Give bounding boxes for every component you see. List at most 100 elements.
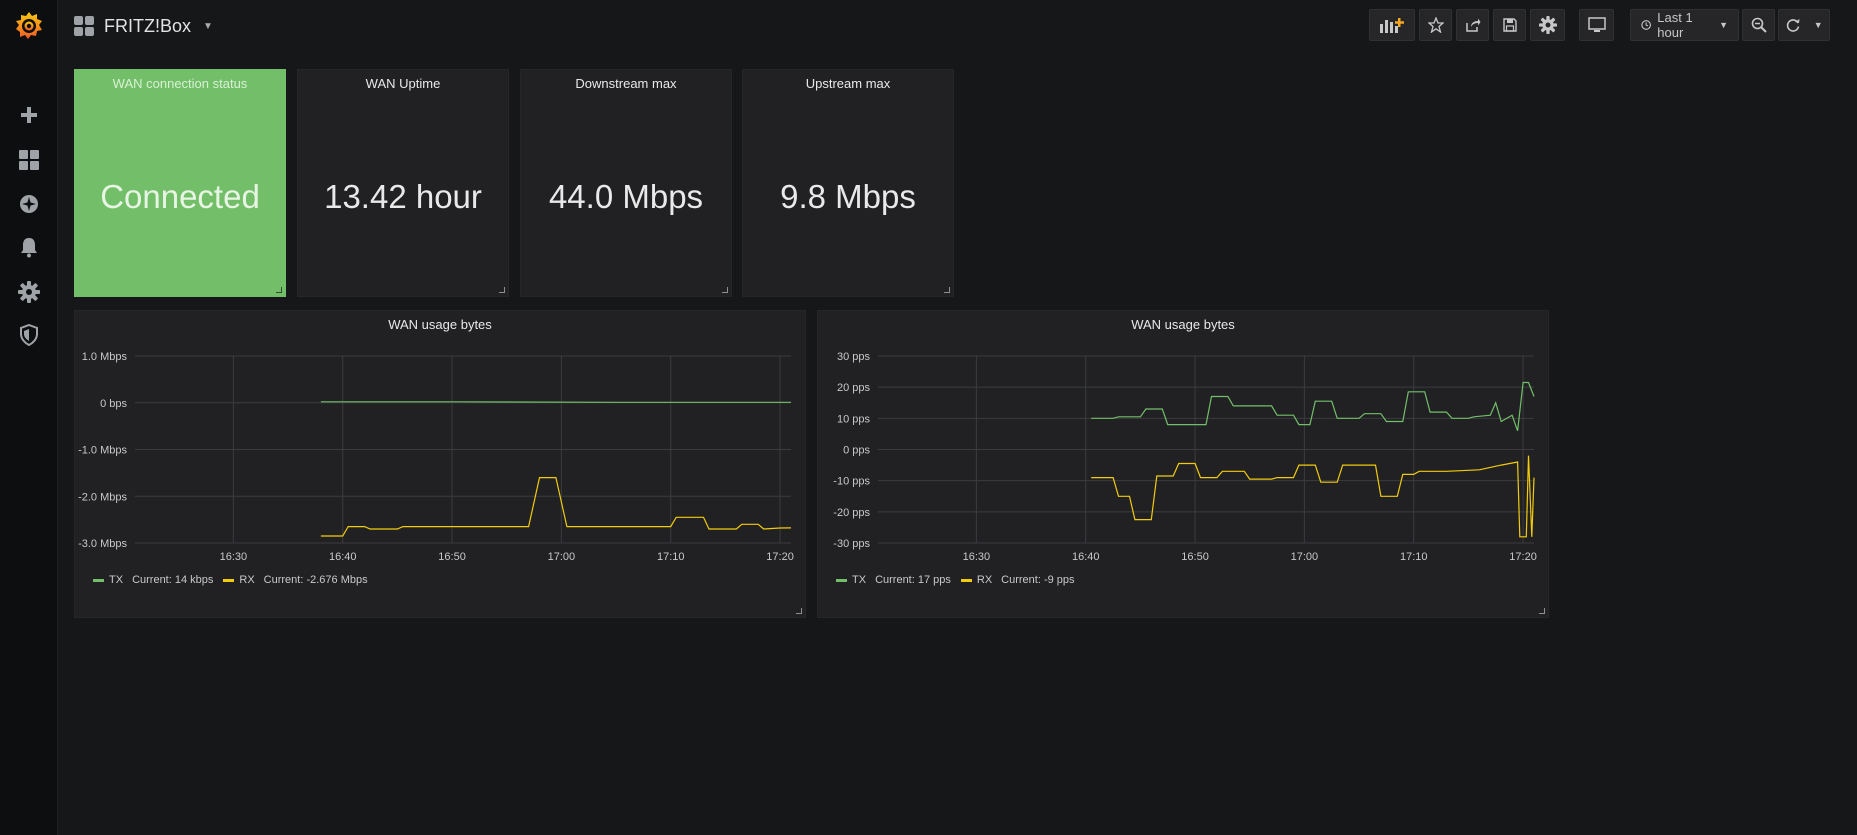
panel-title[interactable]: Downstream max (575, 76, 677, 91)
legend-series-name: TX (852, 574, 867, 586)
panel-title[interactable]: WAN connection status (112, 76, 248, 91)
graph-legend: TX Current: 17 pps RX Current: -9 pps (836, 574, 1075, 586)
share-dashboard-button[interactable] (1456, 9, 1489, 41)
legend-item-rx[interactable]: RX Current: -2.676 Mbps (223, 574, 368, 586)
x-tick-label: 16:30 (963, 551, 991, 561)
settings-gear-icon (1538, 16, 1557, 34)
tv-mode-button[interactable] (1579, 9, 1614, 41)
save-dashboard-button[interactable] (1493, 9, 1526, 41)
legend-swatch (960, 578, 972, 582)
x-tick-label: 16:50 (1181, 551, 1209, 561)
stat-value: 9.8 Mbps (780, 178, 916, 215)
dashboard-title-picker[interactable]: FRITZ!Box ▼ (74, 13, 213, 39)
x-tick-label: 17:10 (657, 551, 685, 561)
refresh-interval-caret-icon[interactable]: ▼ (1813, 20, 1823, 30)
y-tick-label: 10 pps (837, 413, 871, 425)
legend-swatch (223, 578, 235, 582)
stat-panel-downstream-max[interactable]: Downstream max 44.0 Mbps (520, 69, 732, 297)
caret-down-icon: ▼ (203, 20, 213, 32)
grafana-logo-icon[interactable] (11, 8, 47, 44)
graph-canvas[interactable]: 30 pps 20 pps 10 pps 0 pps -10 pps -20 pps -30… (818, 311, 1550, 561)
legend-series-name: RX (239, 574, 255, 586)
series-line-rx (320, 477, 792, 537)
legend-series-name: RX (976, 574, 993, 586)
y-tick-label: -3.0 Mbps (78, 538, 127, 550)
stat-value: 13.42 hour (324, 178, 482, 215)
stat-panel-wan-uptime[interactable]: WAN Uptime 13.42 hour (297, 69, 509, 297)
legend-item-tx[interactable]: TX Current: 14 kbps (93, 574, 213, 586)
x-tick-label: 17:20 (766, 551, 794, 561)
stat-panel-wan-status[interactable]: WAN connection status Connected (74, 69, 286, 297)
add-panel-button[interactable] (1369, 9, 1415, 41)
panel-title[interactable]: WAN Uptime (365, 76, 441, 91)
graph-canvas[interactable]: 1.0 Mbps 0 bps -1.0 Mbps -2.0 Mbps -3.0 Mbps… (75, 311, 807, 561)
share-icon (1465, 18, 1480, 32)
y-tick-label: -2.0 Mbps (78, 491, 127, 503)
y-tick-label: -10 pps (833, 476, 870, 488)
save-icon (1502, 18, 1517, 32)
panel-title[interactable]: WAN usage bytes (388, 317, 492, 332)
stat-panel-upstream-max[interactable]: Upstream max 9.8 Mbps (742, 69, 954, 297)
legend-current-value: Current: -9 pps (1001, 574, 1075, 586)
x-tick-label: 16:40 (1072, 551, 1100, 561)
legend-current-value: Current: 17 pps (875, 574, 951, 586)
zoom-out-icon (1751, 17, 1767, 33)
y-tick-label: 30 pps (837, 351, 871, 363)
legend-swatch (836, 578, 847, 582)
resize-handle-icon[interactable] (944, 287, 950, 293)
star-icon (1427, 17, 1444, 33)
legend-item-tx[interactable]: TX Current: 17 pps (836, 574, 951, 586)
legend-current-value: Current: -2.676 Mbps (263, 574, 368, 586)
resize-handle-icon[interactable] (276, 287, 282, 293)
create-plus-icon[interactable] (0, 97, 58, 133)
y-tick-label: 20 pps (837, 382, 871, 394)
admin-shield-icon[interactable] (0, 317, 58, 353)
series-line-rx (1091, 455, 1535, 538)
refresh-button[interactable]: ▼ (1778, 9, 1830, 41)
x-tick-label: 17:20 (1509, 551, 1537, 561)
series-line-tx (1091, 381, 1535, 431)
clock-icon (1641, 20, 1651, 30)
x-tick-label: 16:30 (220, 551, 248, 561)
resize-handle-icon[interactable] (499, 287, 505, 293)
y-tick-label: 0 bps (100, 398, 127, 410)
explore-compass-icon[interactable] (0, 186, 58, 222)
graph-panel-wan-bytes[interactable]: WAN usage bytes 1.0 Mbps 0 bps -1.0 Mbps -2… (74, 310, 806, 618)
alerting-bell-icon[interactable] (0, 229, 58, 265)
y-tick-label: 0 pps (843, 445, 870, 457)
monitor-icon (1587, 17, 1606, 32)
legend-swatch (93, 578, 104, 582)
stat-value: Connected (100, 178, 260, 215)
x-tick-label: 17:10 (1400, 551, 1428, 561)
resize-handle-icon[interactable] (796, 608, 802, 614)
y-tick-label: 1.0 Mbps (82, 351, 128, 363)
legend-item-rx[interactable]: RX Current: -9 pps (960, 574, 1075, 586)
dashboards-grid-icon (74, 16, 94, 36)
add-panel-icon (1380, 18, 1404, 33)
x-tick-label: 17:00 (1291, 551, 1319, 561)
x-tick-label: 16:40 (329, 551, 357, 561)
panel-title[interactable]: WAN usage bytes (1131, 317, 1235, 332)
stat-value: 44.0 Mbps (548, 178, 704, 215)
dashboards-icon[interactable] (0, 142, 58, 178)
x-tick-label: 17:00 (548, 551, 576, 561)
y-tick-label: -20 pps (833, 507, 870, 519)
panel-title[interactable]: Upstream max (805, 76, 891, 91)
dashboard-settings-button[interactable] (1530, 9, 1565, 41)
caret-down-icon: ▼ (1719, 20, 1728, 30)
zoom-out-button[interactable] (1742, 9, 1775, 41)
configuration-gear-icon[interactable] (0, 274, 58, 310)
y-tick-label: -1.0 Mbps (78, 445, 127, 457)
graph-legend: TX Current: 14 kbps RX Current: -2.676 M… (93, 574, 368, 586)
y-tick-label: -30 pps (833, 538, 870, 550)
dashboard-title: FRITZ!Box (104, 15, 192, 36)
star-dashboard-button[interactable] (1419, 9, 1452, 41)
refresh-icon (1787, 19, 1800, 32)
resize-handle-icon[interactable] (722, 287, 728, 293)
sidebar (0, 0, 58, 835)
resize-handle-icon[interactable] (1539, 608, 1545, 614)
graph-panel-wan-packets[interactable]: WAN usage bytes 30 pps 20 pps 10 pps 0 pps -… (817, 310, 1549, 618)
legend-series-name: TX (109, 574, 124, 586)
series-line-tx (320, 401, 791, 403)
time-range-picker[interactable]: Last 1 hour ▼ (1630, 9, 1739, 41)
